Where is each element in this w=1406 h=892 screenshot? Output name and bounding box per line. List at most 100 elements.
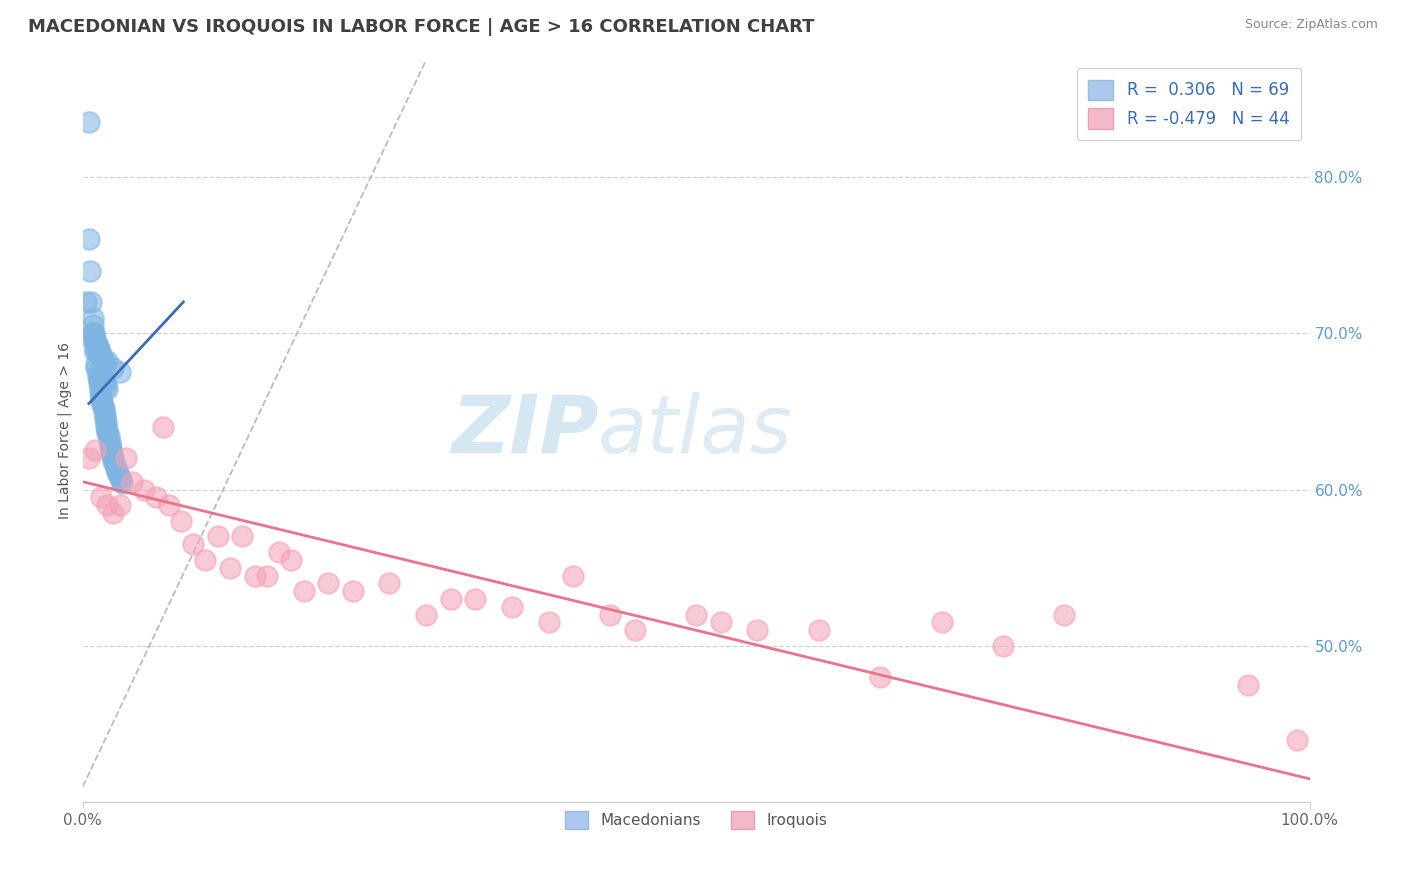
Point	[93, 354, 115, 368]
Point	[624, 624, 647, 638]
Point	[1053, 607, 1076, 622]
Point	[869, 670, 891, 684]
Point	[931, 615, 953, 630]
Point	[100, 442, 122, 456]
Point	[1286, 732, 1309, 747]
Point	[280, 553, 302, 567]
Point	[97, 433, 120, 447]
Point	[342, 584, 364, 599]
Point	[94, 379, 117, 393]
Point	[108, 498, 131, 512]
Point	[90, 392, 112, 406]
Point	[104, 460, 127, 475]
Point	[82, 334, 104, 348]
Point	[96, 498, 118, 512]
Point	[101, 448, 124, 462]
Point	[77, 451, 100, 466]
Point	[110, 473, 132, 487]
Point	[84, 335, 107, 350]
Point	[96, 426, 118, 441]
Point	[194, 553, 217, 567]
Point	[378, 576, 401, 591]
Point	[98, 435, 121, 450]
Point	[599, 607, 621, 622]
Point	[440, 592, 463, 607]
Point	[83, 329, 105, 343]
Point	[91, 395, 114, 409]
Point	[90, 491, 112, 505]
Point	[87, 342, 110, 356]
Point	[96, 354, 118, 368]
Point	[96, 423, 118, 437]
Point	[100, 445, 122, 459]
Point	[90, 350, 112, 364]
Point	[98, 439, 121, 453]
Point	[562, 568, 585, 582]
Point	[501, 599, 523, 614]
Point	[747, 624, 769, 638]
Point	[96, 383, 118, 397]
Text: ZIP: ZIP	[451, 392, 598, 470]
Point	[181, 537, 204, 551]
Point	[157, 498, 180, 512]
Text: Source: ZipAtlas.com: Source: ZipAtlas.com	[1244, 18, 1378, 31]
Point	[134, 483, 156, 497]
Point	[243, 568, 266, 582]
Point	[87, 376, 110, 391]
Point	[94, 358, 117, 372]
Point	[86, 365, 108, 379]
Point	[90, 389, 112, 403]
Point	[94, 408, 117, 422]
Point	[103, 360, 125, 375]
Point	[89, 381, 111, 395]
Point	[145, 491, 167, 505]
Point	[97, 429, 120, 443]
Point	[91, 370, 114, 384]
Point	[93, 373, 115, 387]
Point	[94, 412, 117, 426]
Point	[114, 451, 136, 466]
Point	[77, 115, 100, 129]
Point	[89, 385, 111, 400]
Point	[685, 607, 707, 622]
Point	[91, 398, 114, 412]
Point	[991, 639, 1014, 653]
Point	[537, 615, 560, 630]
Point	[103, 454, 125, 468]
Point	[94, 415, 117, 429]
Point	[1237, 678, 1260, 692]
Point	[121, 475, 143, 489]
Point	[87, 373, 110, 387]
Point	[256, 568, 278, 582]
Point	[84, 443, 107, 458]
Point	[84, 358, 107, 372]
Point	[94, 420, 117, 434]
Point	[292, 584, 315, 599]
Point	[111, 476, 134, 491]
Point	[107, 467, 129, 481]
Point	[93, 404, 115, 418]
Point	[93, 401, 115, 416]
Point	[267, 545, 290, 559]
Point	[86, 345, 108, 359]
Point	[219, 560, 242, 574]
Point	[89, 345, 111, 359]
Y-axis label: In Labor Force | Age > 16: In Labor Force | Age > 16	[58, 343, 72, 519]
Point	[94, 376, 117, 391]
Point	[108, 365, 131, 379]
Point	[108, 470, 131, 484]
Point	[84, 360, 107, 375]
Point	[105, 464, 128, 478]
Point	[82, 326, 104, 341]
Point	[76, 295, 98, 310]
Point	[464, 592, 486, 607]
Point	[84, 333, 107, 347]
Point	[90, 348, 112, 362]
Point	[170, 514, 193, 528]
Point	[86, 339, 108, 353]
Point	[231, 529, 253, 543]
Point	[84, 334, 107, 348]
Point	[316, 576, 339, 591]
Point	[79, 263, 101, 277]
Point	[84, 342, 107, 356]
